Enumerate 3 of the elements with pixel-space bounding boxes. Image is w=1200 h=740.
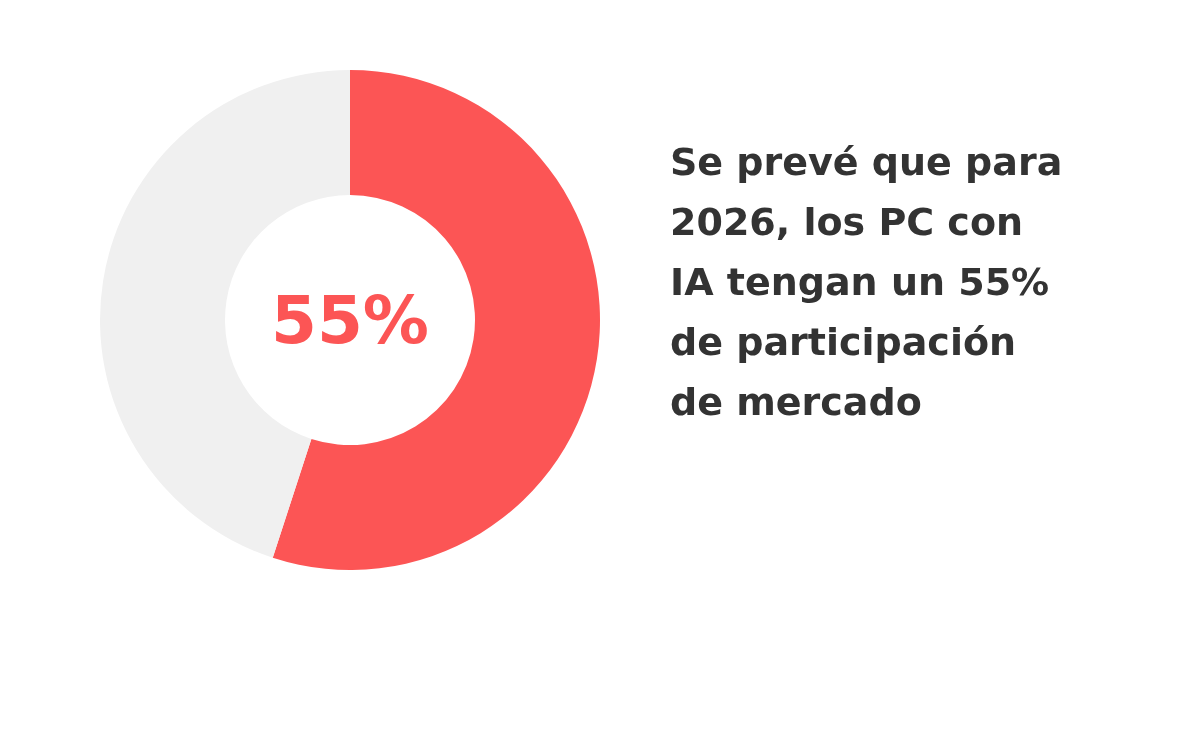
data-label: 55% xyxy=(271,281,429,359)
text: Se prevé que para 2026, los PC con IA tengan un 55% de participación de mercado xyxy=(670,140,1063,424)
donut-slice xyxy=(272,70,600,570)
